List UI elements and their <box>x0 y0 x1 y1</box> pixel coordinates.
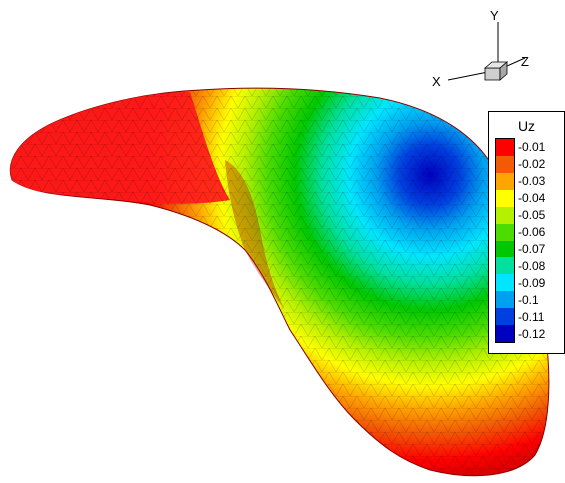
legend-swatch <box>496 240 514 258</box>
legend-tick-label: -0.1 <box>518 292 539 307</box>
legend-tick-label: -0.06 <box>518 225 546 240</box>
axis-z-label: Z <box>521 54 529 69</box>
legend-swatch <box>496 206 514 225</box>
legend-tick-label: -0.09 <box>518 275 546 290</box>
legend-swatch <box>496 308 514 326</box>
axis-y-label: Y <box>490 8 499 23</box>
legend-tick-label: -0.11 <box>518 309 545 324</box>
neck-fold <box>225 160 285 310</box>
legend-swatch <box>496 189 514 208</box>
color-legend: Uz -0.01 -0.02 -0.03 -0.04 -0.05 -0.06 -0.07 -0… <box>488 111 565 354</box>
deformed-shape <box>9 87 550 477</box>
legend-tick-label: -0.01 <box>518 140 546 155</box>
legend-swatch <box>496 257 514 275</box>
legend-swatch <box>496 139 514 157</box>
legend-swatch <box>496 155 514 174</box>
triad-cube-front <box>484 67 501 81</box>
legend-tick-label: -0.03 <box>518 174 546 189</box>
legend-title: Uz <box>517 118 536 134</box>
legend-tick-label: -0.07 <box>518 241 546 256</box>
axis-x-label: X <box>432 74 441 89</box>
legend-swatch <box>496 325 514 343</box>
legend-swatch <box>496 274 514 292</box>
legend-tick-label: -0.08 <box>518 258 546 273</box>
axes-triad: Y X Z <box>432 8 529 89</box>
triad-cube-side <box>499 61 508 81</box>
legend-tick-label: -0.04 <box>518 191 546 206</box>
legend-tick-label: -0.05 <box>518 208 546 223</box>
legend-swatch <box>496 291 514 309</box>
legend-tick-label: -0.12 <box>518 326 546 341</box>
legend-swatch <box>496 172 514 191</box>
legend-tick-label: -0.02 <box>518 157 546 172</box>
left-lobe-mesh <box>10 92 230 204</box>
legend-colorbar <box>495 138 515 343</box>
legend-swatch <box>496 223 514 241</box>
